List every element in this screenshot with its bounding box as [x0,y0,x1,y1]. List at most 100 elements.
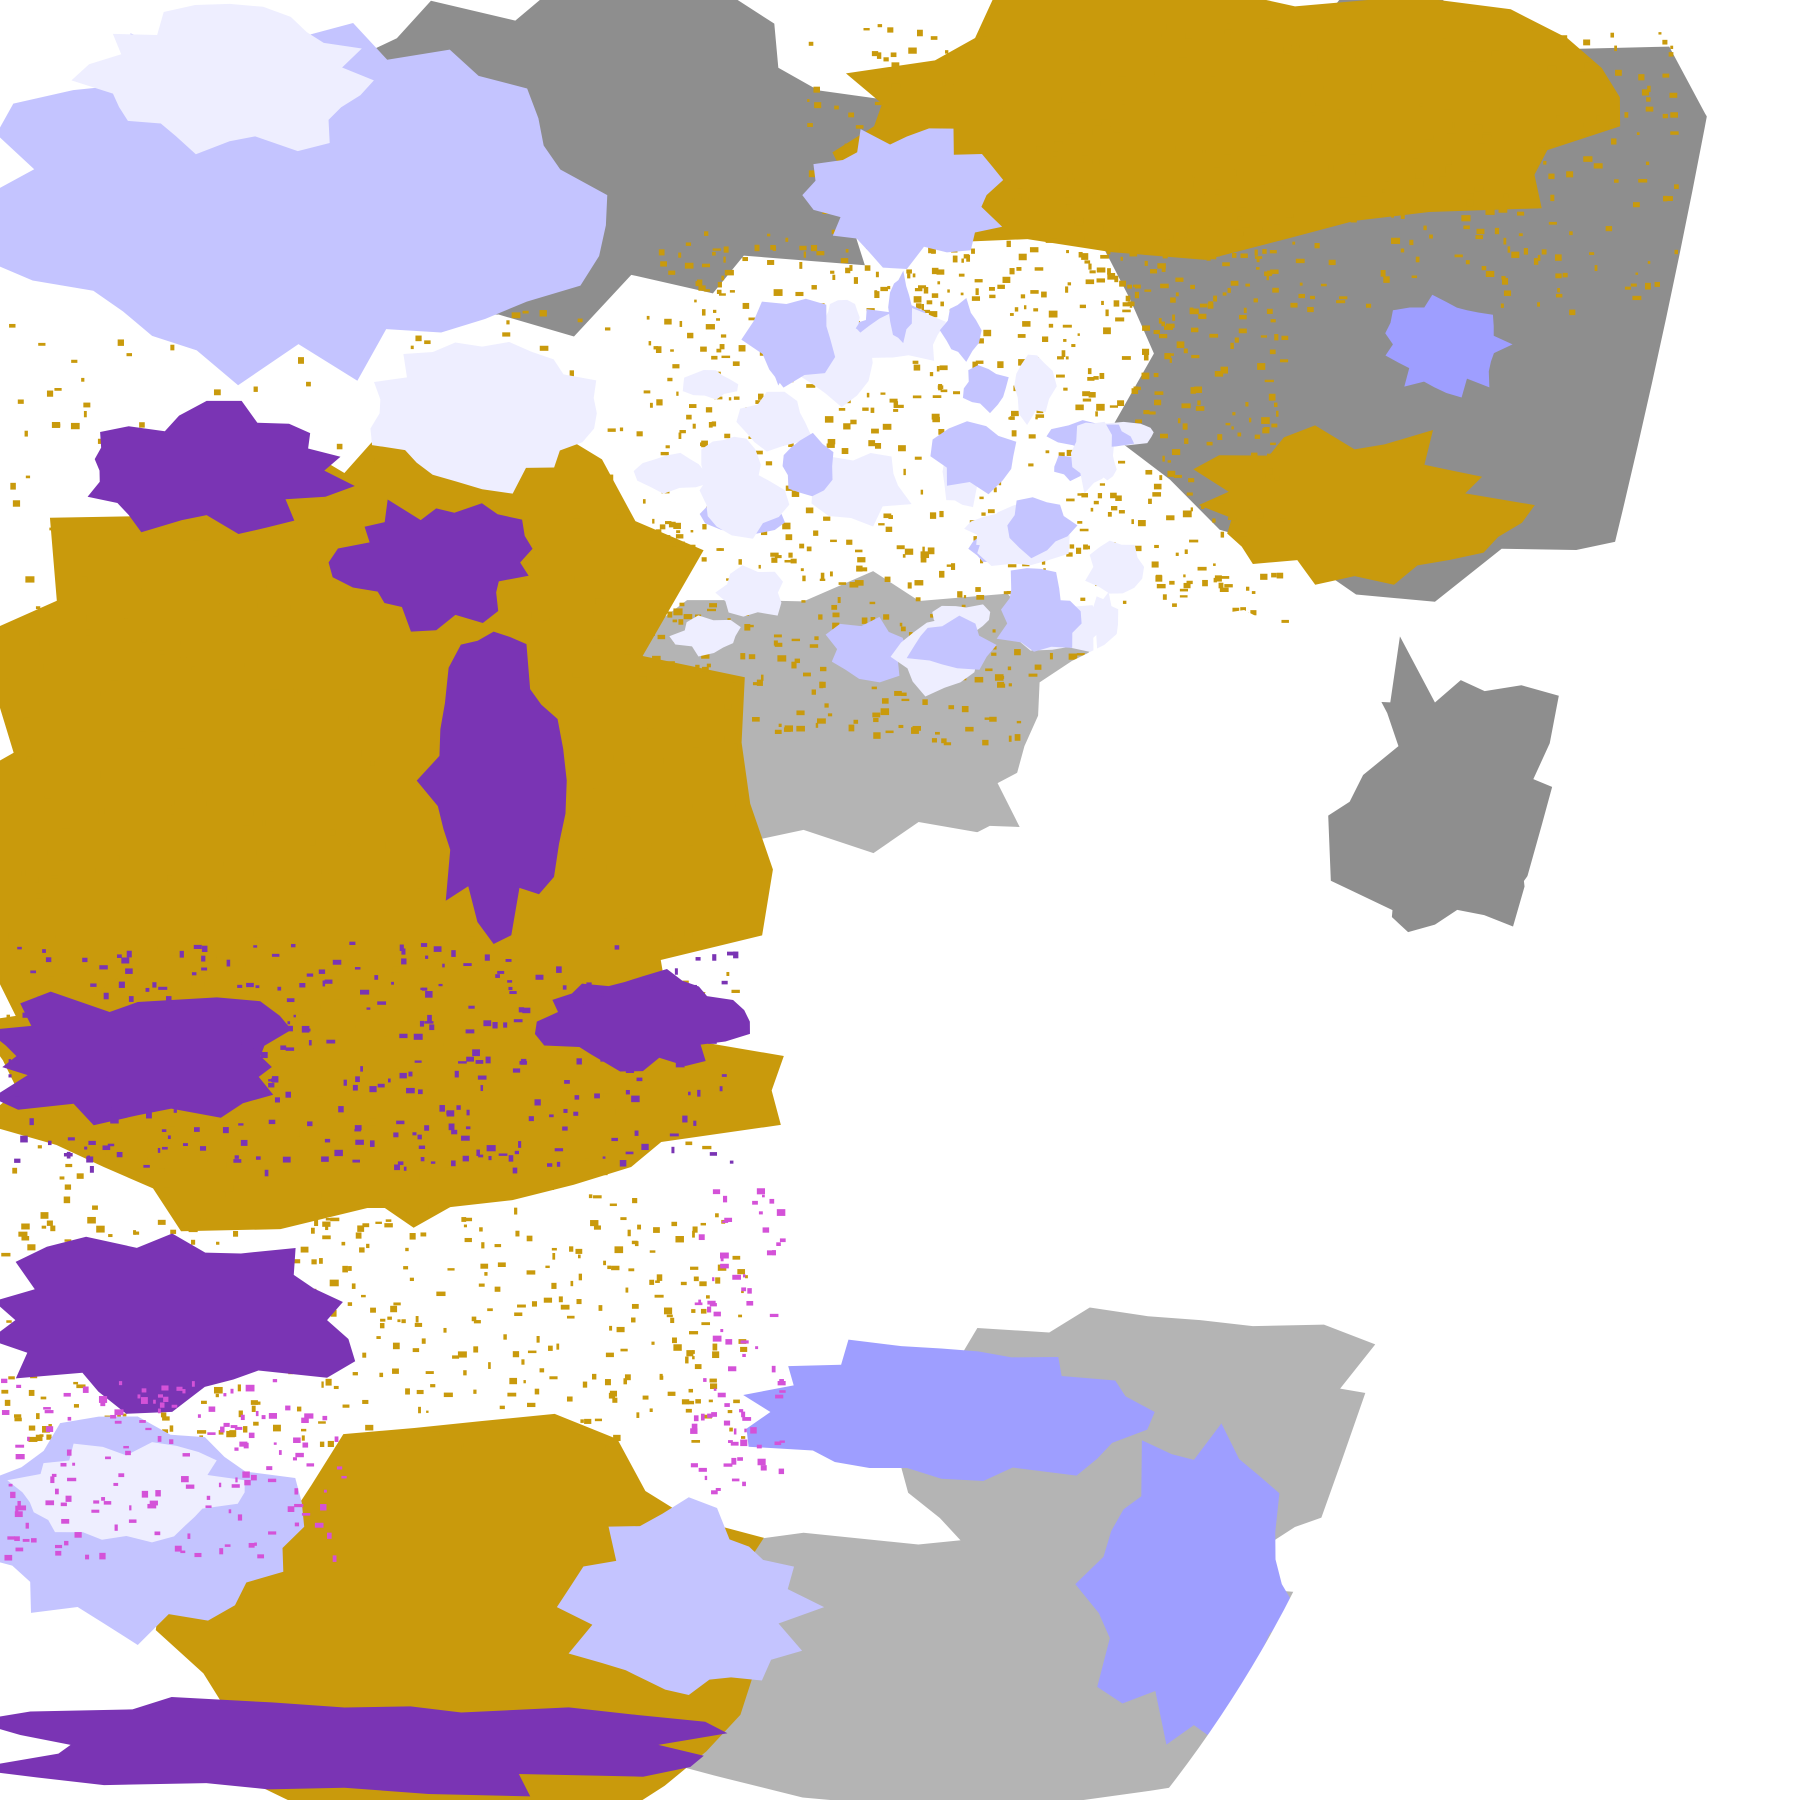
purple-speckle [171,1001,174,1006]
gold-speckle [1147,127,1155,134]
purple-speckle [226,959,231,967]
gold-speckle [701,654,710,659]
gold-speckle [1276,572,1284,579]
magenta-speckle [218,1482,222,1488]
gold-speckle [254,753,260,757]
gold-speckle [710,736,717,740]
purple-speckle [688,1091,691,1096]
gold-speckle [304,651,309,654]
purple-speckle [255,985,260,989]
gold-speckle [801,600,806,603]
gold-speckle [1303,141,1311,145]
gold-speckle [624,1146,630,1152]
gold-speckle [47,934,56,939]
purple-speckle [625,1151,634,1155]
purple-speckle [82,957,88,963]
gold-speckle [296,1406,302,1412]
purple-speckle [293,1014,296,1018]
gold-speckle [461,1217,467,1222]
gold-speckle [218,896,227,902]
gold-speckle [14,1414,22,1418]
gold-speckle [857,557,866,563]
magenta-speckle [779,1238,786,1243]
gold-speckle [424,340,431,345]
gold-speckle [1127,301,1135,307]
gold-speckle [576,1299,582,1305]
gold-speckle [931,413,940,420]
gold-speckle [705,324,715,330]
gold-speckle [1451,27,1457,31]
gold-speckle [649,1408,653,1412]
purple-speckle [465,1029,475,1034]
gold-speckle [704,289,711,292]
gold-speckle [1232,607,1240,614]
gold-speckle [76,1384,86,1389]
gold-speckle [1109,30,1116,37]
gold-speckle [266,584,270,588]
gold-speckle [1605,226,1613,232]
gold-speckle [1114,26,1119,31]
gold-speckle [1645,106,1654,112]
gold-speckle [815,722,819,728]
gold-speckle [732,675,736,683]
magenta-speckle [713,1388,717,1391]
magenta-speckle [194,1552,202,1558]
gold-speckle [379,1372,384,1378]
gold-speckle [1080,597,1086,601]
gold-speckle [1317,54,1320,61]
gold-speckle [726,578,729,581]
gold-speckle [941,738,947,744]
magenta-speckle [60,1502,67,1507]
gold-speckle [1400,248,1405,253]
gold-speckle [1195,194,1205,201]
gold-speckle [43,664,48,670]
gold-speckle [1144,260,1148,266]
gold-speckle [914,288,923,292]
gold-speckle [162,1429,169,1434]
gold-speckle [309,521,319,526]
gold-speckle [813,530,819,536]
gold-speckle [773,289,783,296]
gold-speckle [1662,73,1670,78]
gold-speckle [593,1225,601,1230]
gold-speckle [988,286,995,291]
gold-speckle [1008,735,1012,742]
periwinkle-cloud-region [1075,1423,1302,1745]
gold-speckle [1164,353,1171,360]
gold-speckle [1266,275,1269,281]
magenta-speckle [159,1402,165,1408]
gold-speckle [566,1315,575,1319]
gold-speckle [336,871,345,876]
gold-speckle [431,1431,440,1434]
gold-speckle [752,717,760,722]
gold-speckle [669,574,679,578]
gold-speckle [724,433,731,439]
magenta-speckle [261,1415,266,1420]
magenta-speckle [197,1414,201,1418]
gold-speckle [906,269,912,274]
gold-speckle [1093,500,1099,505]
magenta-speckle [295,1452,304,1458]
gold-speckle [457,1351,467,1358]
gold-speckle [1219,587,1229,593]
gold-speckle [495,1131,501,1137]
gold-speckle [1079,528,1089,532]
gold-speckle [1594,265,1598,272]
magenta-speckle [103,1501,112,1505]
gold-speckle [874,291,880,299]
magenta-speckle [171,1404,178,1408]
gold-speckle [319,1441,325,1448]
gold-speckle [1036,146,1043,152]
gold-speckle [588,1171,594,1175]
gold-speckle [1445,166,1452,174]
gold-speckle [953,391,961,395]
gold-speckle [950,563,956,570]
gold-speckle [333,1385,339,1390]
gold-speckle [601,769,605,775]
gold-speckle [667,1391,676,1396]
gold-speckle [1107,511,1112,517]
gold-speckle [1099,483,1106,486]
magenta-speckle [239,1441,248,1447]
gold-speckle [652,655,661,662]
magenta-speckle [74,1532,82,1538]
